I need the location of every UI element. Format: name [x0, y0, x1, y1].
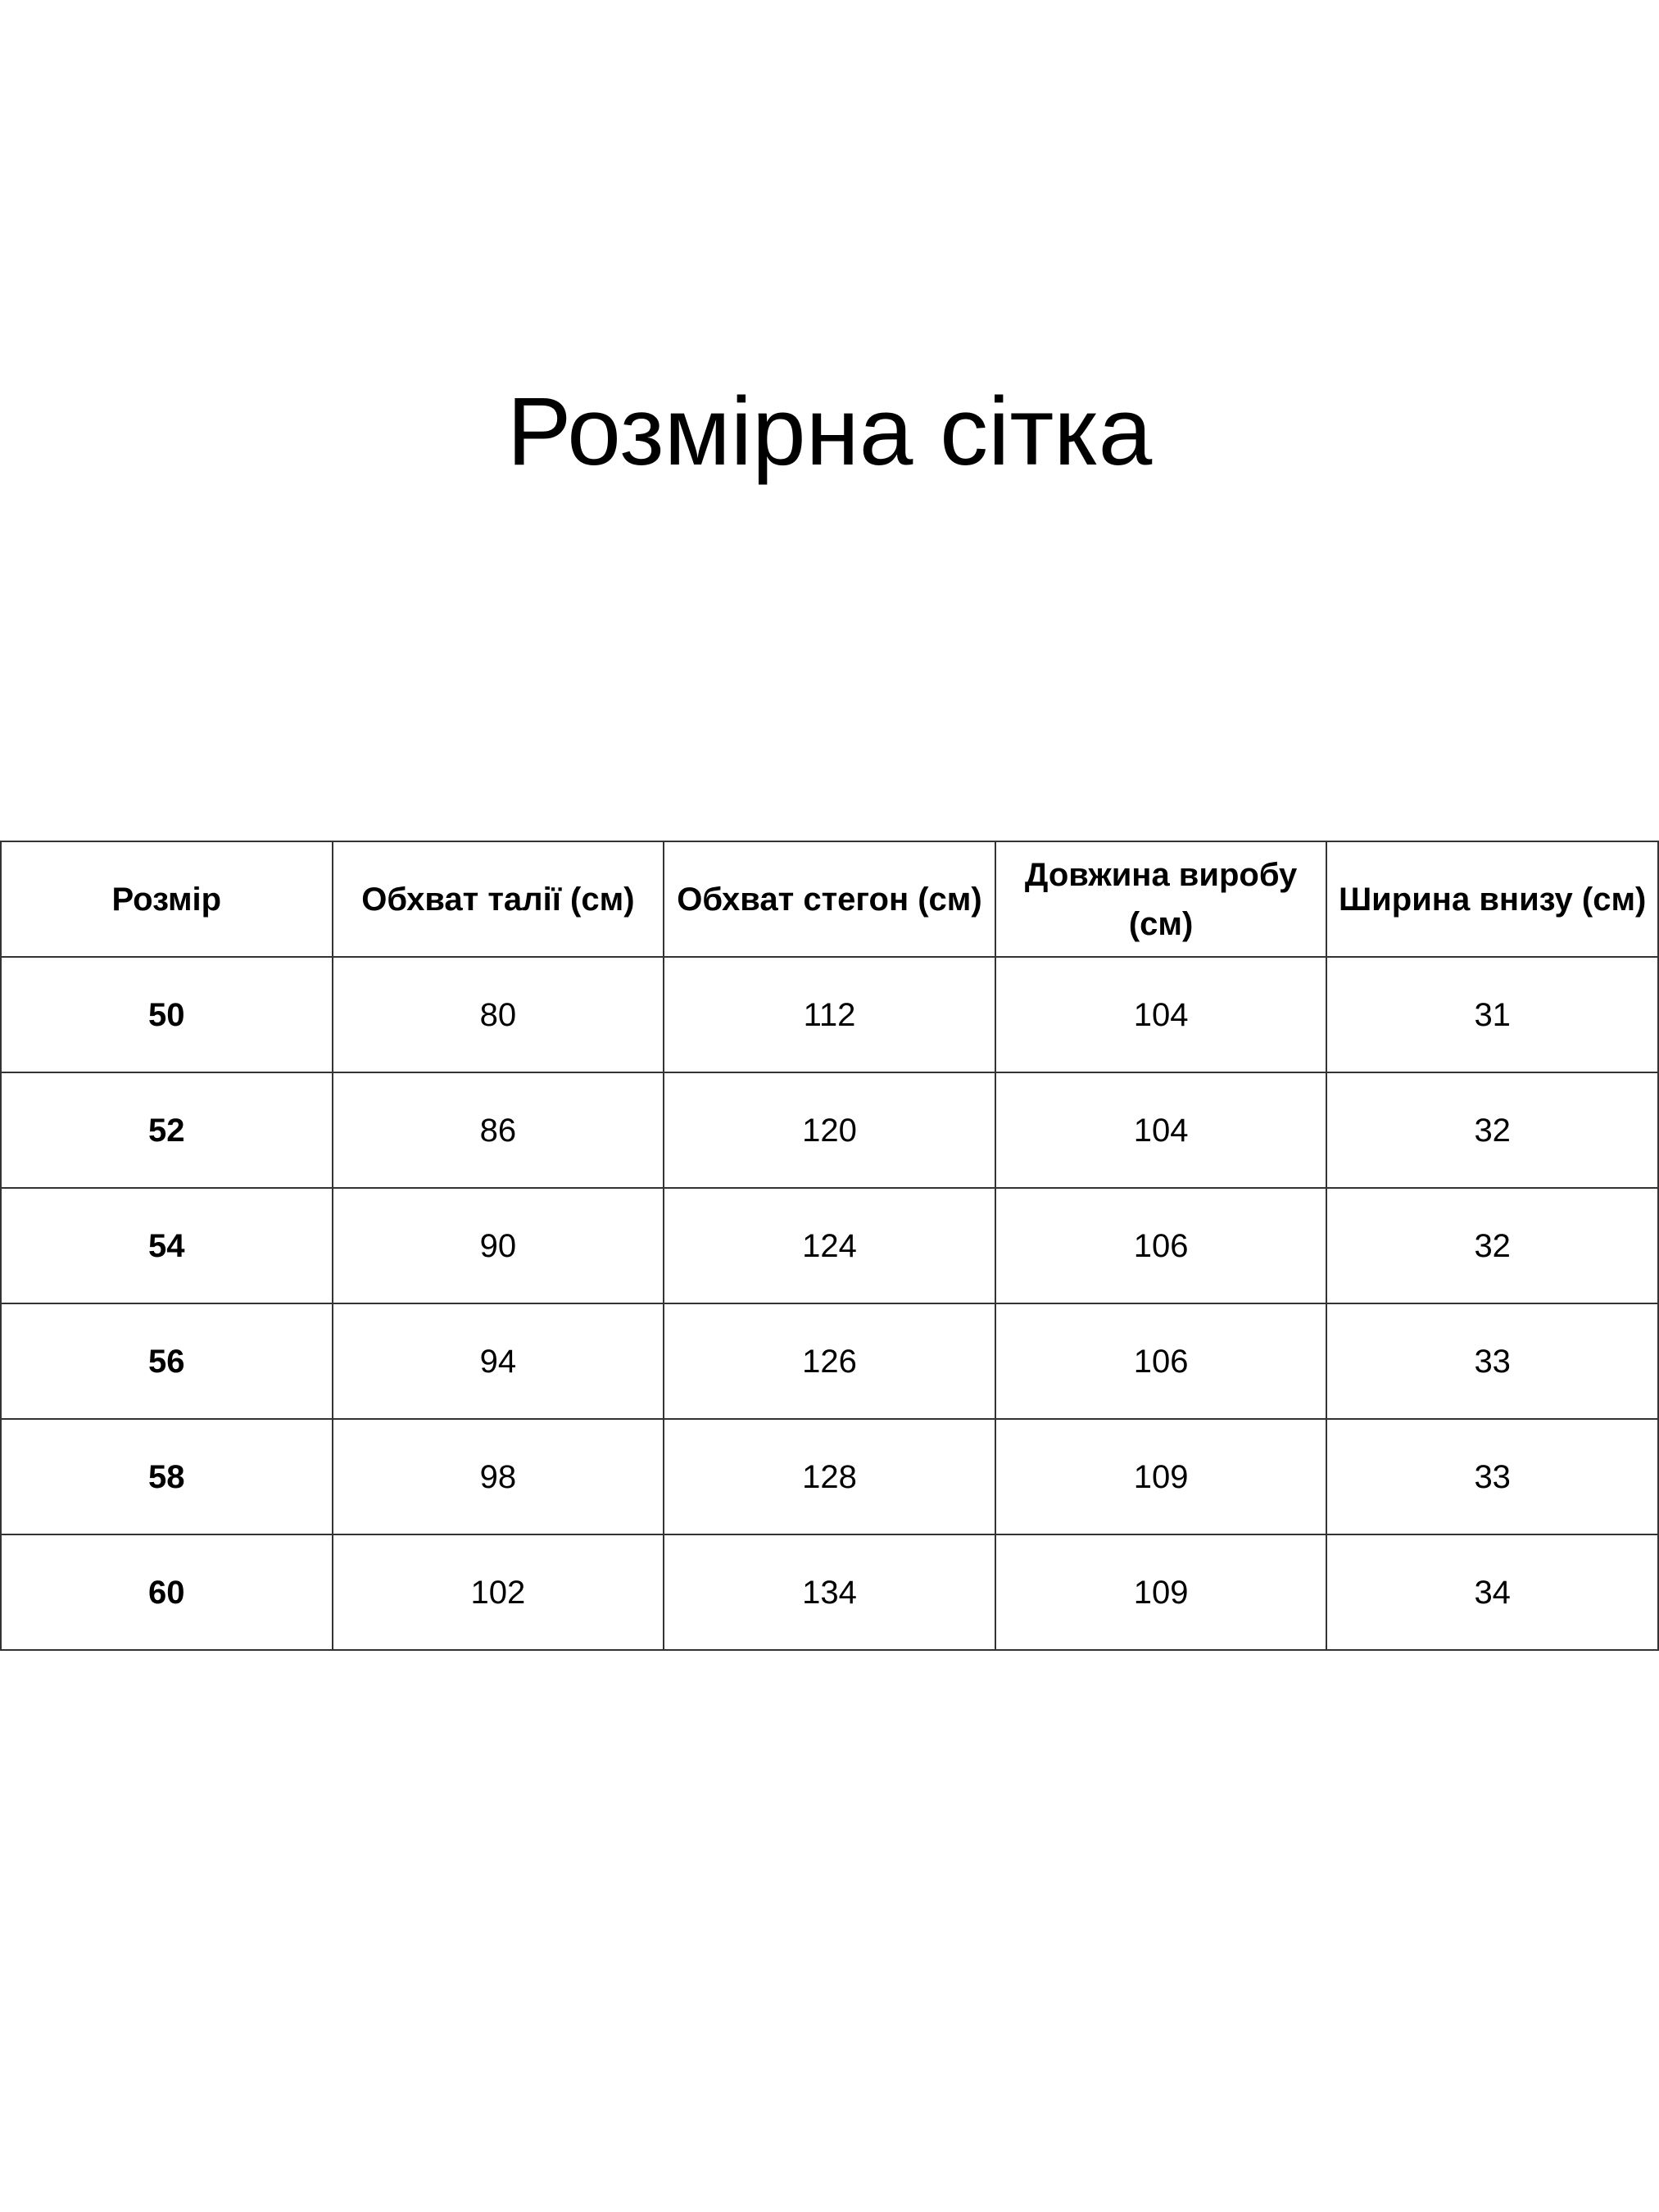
- measurement-cell: 94: [331, 1303, 665, 1420]
- measurement-cell: 80: [331, 956, 665, 1073]
- measurement-cell: 104: [994, 1072, 1328, 1189]
- size-cell: 52: [0, 1072, 333, 1189]
- table-row: 54 90 124 106 32: [0, 1187, 1659, 1304]
- measurement-cell: 33: [1326, 1418, 1659, 1535]
- measurement-cell: 102: [331, 1534, 665, 1651]
- measurement-cell: 32: [1326, 1187, 1659, 1304]
- measurement-cell: 120: [663, 1072, 996, 1189]
- measurement-cell: 32: [1326, 1072, 1659, 1189]
- measurement-cell: 128: [663, 1418, 996, 1535]
- measurement-cell: 134: [663, 1534, 996, 1651]
- size-cell: 58: [0, 1418, 333, 1535]
- column-header: Ширина внизу (см): [1326, 841, 1659, 958]
- measurement-cell: 124: [663, 1187, 996, 1304]
- size-cell: 56: [0, 1303, 333, 1420]
- table-row: 52 86 120 104 32: [0, 1072, 1659, 1189]
- size-chart-table: Розмір Обхват талії (см) Обхват стегон (см…: [0, 841, 1659, 1651]
- table-row: 58 98 128 109 33: [0, 1418, 1659, 1535]
- table-row: 60 102 134 109 34: [0, 1534, 1659, 1651]
- measurement-cell: 33: [1326, 1303, 1659, 1420]
- column-header: Довжина виробу (см): [994, 841, 1328, 958]
- table-header-row: Розмір Обхват талії (см) Обхват стегон (см…: [0, 841, 1659, 958]
- measurement-cell: 86: [331, 1072, 665, 1189]
- table-row: 50 80 112 104 31: [0, 956, 1659, 1073]
- measurement-cell: 34: [1326, 1534, 1659, 1651]
- measurement-cell: 112: [663, 956, 996, 1073]
- measurement-cell: 106: [994, 1303, 1328, 1420]
- column-header: Розмір: [0, 841, 333, 958]
- column-header: Обхват талії (см): [331, 841, 665, 958]
- column-header: Обхват стегон (см): [663, 841, 996, 958]
- size-cell: 60: [0, 1534, 333, 1651]
- size-cell: 50: [0, 956, 333, 1073]
- size-cell: 54: [0, 1187, 333, 1304]
- measurement-cell: 90: [331, 1187, 665, 1304]
- measurement-cell: 104: [994, 956, 1328, 1073]
- measurement-cell: 109: [994, 1418, 1328, 1535]
- page-title: Розмірна сітка: [506, 378, 1153, 487]
- table-row: 56 94 126 106 33: [0, 1303, 1659, 1420]
- measurement-cell: 109: [994, 1534, 1328, 1651]
- measurement-cell: 31: [1326, 956, 1659, 1073]
- measurement-cell: 106: [994, 1187, 1328, 1304]
- measurement-cell: 98: [331, 1418, 665, 1535]
- measurement-cell: 126: [663, 1303, 996, 1420]
